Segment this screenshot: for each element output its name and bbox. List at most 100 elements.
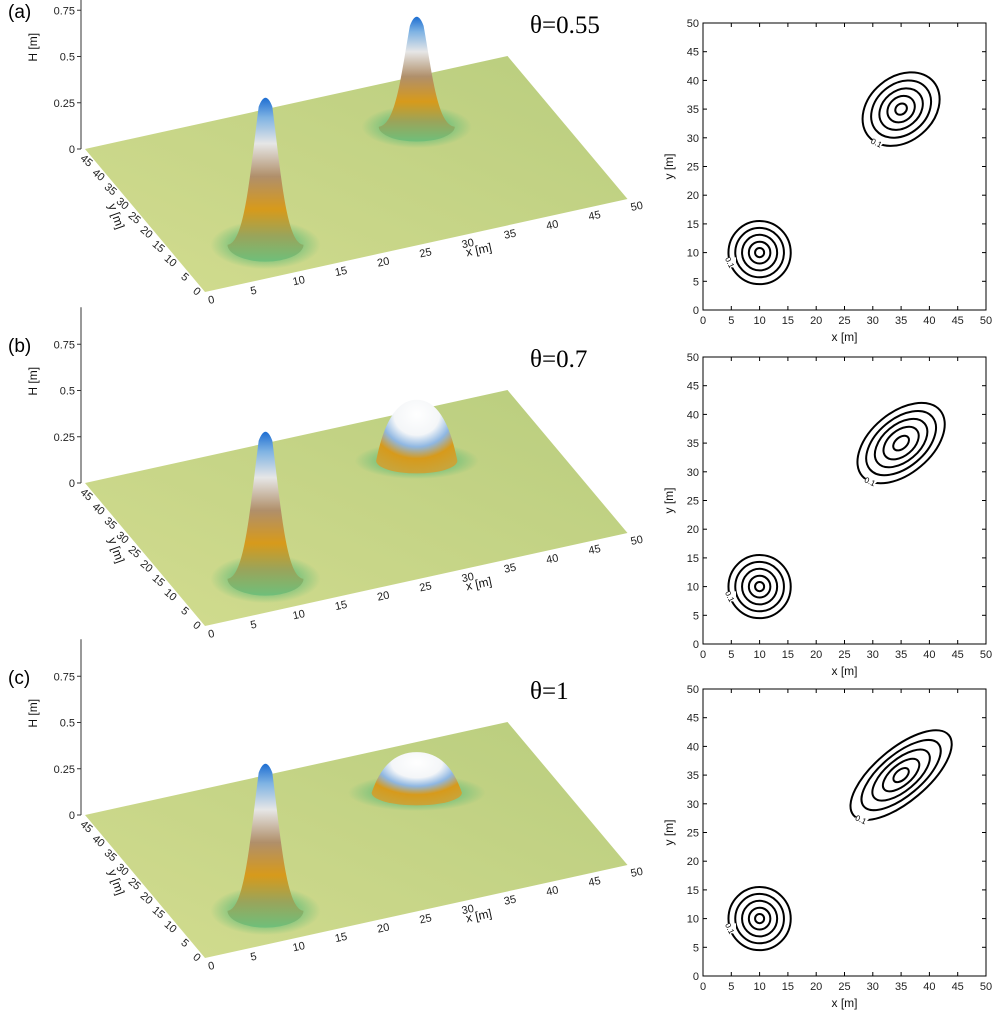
contour-line [865,410,937,477]
y-tick-label: 0 [190,951,202,964]
panel-label: (b) [8,336,32,357]
contour-line [747,240,772,265]
y-tick-label: 0 [693,971,699,983]
x-tick-label: 25 [838,981,850,993]
y-tick-label: 45 [687,47,699,59]
x-tick-label: 0 [207,960,215,973]
contour-label: 0.1 [723,922,736,936]
theta-label: θ=0.55 [530,12,600,39]
x-tick-label: 35 [503,562,517,576]
contour-line [754,581,766,593]
x-tick-label: 50 [980,981,992,993]
contour-line [727,220,792,286]
contour-line [741,567,779,606]
contour-label: 0.1 [863,475,877,488]
theta-label: θ=0.7 [530,346,588,373]
contour-line [741,233,779,272]
y-tick-label: 50 [687,18,699,30]
x-tick-label: 25 [418,580,432,594]
z-axis-title: H [m] [26,367,40,396]
y-tick-label: 40 [687,409,699,421]
contour-label: 0.1 [854,813,868,826]
plot-frame [702,22,987,311]
x-tick-label: 20 [810,315,822,327]
x-tick-label: 35 [503,228,517,242]
x-tick-label: 35 [895,649,907,661]
x-axis-title: x [m] [832,664,858,678]
y-tick-label: 35 [687,770,699,782]
contour-label-bg [723,591,736,602]
contour-line [892,434,910,452]
x-tick-label: 45 [587,875,601,889]
contour-label: 0.1 [723,256,736,270]
contour-line [881,757,921,793]
z-tick-label: 0.5 [60,718,75,730]
y-tick-label: 0 [693,639,699,651]
contour-line [734,560,785,613]
x-tick-label: 0 [700,315,706,327]
hump-surface [227,97,304,262]
contour-line [860,739,942,812]
x-tick-label: 45 [952,981,964,993]
y-tick-label: 40 [687,75,699,87]
panel-label: (c) [8,668,31,689]
y-tick-label: 15 [687,553,699,565]
x-tick-label: 10 [292,608,306,622]
y-tick-label: 45 [687,713,699,725]
y-tick-label: 5 [178,605,190,618]
x-tick-label: 50 [630,866,644,880]
z-tick-label: 0 [69,144,75,156]
x-tick-label: 15 [782,981,794,993]
y-tick-label: 10 [687,248,699,260]
x-tick-label: 50 [630,200,644,214]
contour-line [734,892,785,945]
y-axis-title: y [m] [662,488,676,514]
y-tick-label: 10 [687,914,699,926]
panel-a: (a) θ=0.55 0 0.25 0.5 0.75 H [m] 0 5 10 15 20 25 30… [0,0,1004,344]
x-tick-label: 40 [923,315,935,327]
y-tick-label: 5 [693,942,699,954]
x-tick-label: 0 [207,294,215,307]
hump-surface [378,16,455,142]
plot-frame [702,356,987,645]
x-tick-label: 15 [334,931,348,945]
x-tick-label: 40 [545,218,559,232]
theta-label: θ=1 [530,678,569,705]
panel-c: (c) θ=1 0 0.25 0.5 0.75 H [m] 0 5 10 15 20 25 30 35 4… [0,639,1004,1010]
y-axis-title: y [m] [662,154,676,180]
contour-line [734,226,785,279]
y-tick-label: 25 [687,162,699,174]
x-axis-title: x [m] [832,330,858,344]
panel-label: (a) [8,2,32,23]
z-tick-label: 0.25 [54,764,75,776]
y-tick-label: 35 [687,438,699,450]
contour-label-bg [868,134,885,151]
y-tick-label: 30 [687,133,699,145]
x-tick-label: 15 [782,649,794,661]
x-tick-label: 50 [630,534,644,548]
contour-group: 0.1 [861,71,941,151]
x-axis-title: x [m] [465,906,493,925]
contour-group: 0.1 [856,401,946,490]
y-tick-label: 25 [687,496,699,508]
x-tick-label: 45 [952,649,964,661]
contour-group: 0.1 [723,886,792,952]
x-axis-title: x [m] [465,240,493,259]
panel-b: (b) θ=0.7 0 0.25 0.5 0.75 H [m] 0 5 10 15 20 25 30 3… [0,307,1004,678]
x-tick-label: 45 [587,209,601,223]
z-axis-title: H [m] [26,33,40,62]
x-tick-label: 10 [292,274,306,288]
y-tick-label: 25 [687,828,699,840]
x-tick-label: 5 [728,315,734,327]
z-axis-title: H [m] [26,699,40,728]
x-tick-label: 40 [923,981,935,993]
x-tick-label: 30 [461,571,475,585]
contour-plot-a: 0 5 10 15 20 25 30 35 40 45 50 0 5 10 15 20 25 30 35 40 45 50… [662,18,992,344]
z-tick-label: 0 [69,478,75,490]
x-axis-title: x [m] [465,574,493,593]
x-tick-label: 50 [980,649,992,661]
contour-group: 0.1 [723,220,792,286]
contour-line [727,554,792,620]
